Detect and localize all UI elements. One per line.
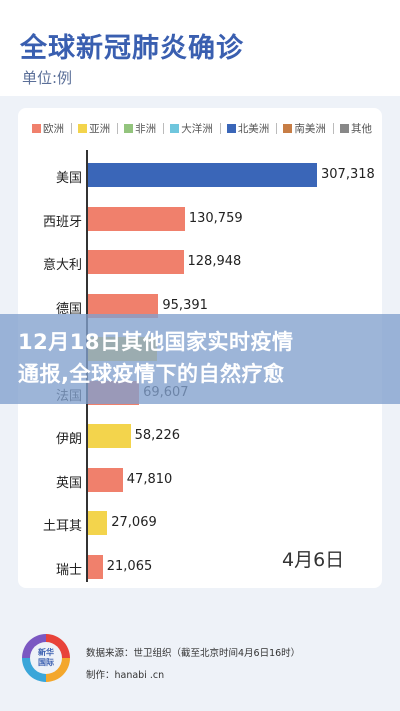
value-label: 130,759 — [188, 210, 243, 226]
value-label: 128,948 — [187, 254, 242, 269]
country-label: 美国 — [55, 171, 82, 186]
legend-item: 其他 — [339, 121, 372, 136]
value-label: 58,226 — [134, 428, 181, 443]
legend-label: 北美洲 — [237, 122, 270, 135]
bar — [87, 511, 108, 535]
bar — [87, 250, 184, 274]
logo-text-1: 新华 — [38, 648, 54, 657]
legend-swatch — [170, 123, 180, 133]
legend-item: 亚洲 — [78, 121, 110, 136]
bar — [87, 206, 185, 231]
legend-item: 北美洲 — [226, 121, 270, 136]
legend-label: 亚洲 — [89, 122, 111, 135]
date-annotation: 4月6日 — [282, 549, 345, 571]
value-label: 307,318 — [321, 167, 375, 182]
legend-swatch — [124, 123, 134, 133]
data-source: 数据来源：世卫组织（截至北京时间4月6日16时） — [86, 648, 301, 659]
legend-swatch — [283, 123, 293, 133]
legend-swatch — [339, 123, 349, 133]
bar — [87, 424, 131, 448]
country-label: 土耳其 — [42, 519, 82, 534]
header: 全球新冠肺炎确诊 单位:例 — [0, 0, 400, 96]
country-label: 瑞士 — [55, 562, 82, 578]
bar — [87, 467, 123, 492]
legend-item: 欧洲 — [32, 121, 64, 136]
bar — [87, 554, 103, 579]
bar — [87, 293, 159, 318]
legend-label: 南美洲 — [294, 122, 326, 135]
legend-swatch — [78, 123, 88, 133]
headline-line-1: 12月18日其他国家实时疫情 — [18, 330, 294, 354]
value-label: 21,065 — [106, 558, 153, 574]
country-label: 伊朗 — [55, 432, 82, 447]
legend-swatch — [32, 123, 41, 133]
xinhua-logo-icon: 新华 国际 — [22, 634, 70, 682]
logo-text: 新华 国际 — [30, 642, 62, 674]
headline-overlay — [0, 314, 400, 404]
legend-item: 非洲 — [124, 121, 156, 136]
unit-label: 单位:例 — [22, 69, 73, 87]
country-label: 英国 — [55, 475, 82, 491]
production-credit: 制作：hanabi .cn — [86, 670, 165, 681]
country-label: 意大利 — [42, 258, 82, 273]
chart-legend: 欧洲 亚洲 非洲 大洋洲 北美洲 南美洲 其他 — [32, 120, 372, 136]
legend-swatch — [226, 123, 236, 133]
value-label: 95,391 — [162, 297, 208, 313]
legend-label: 其他 — [350, 122, 372, 135]
legend-label: 非洲 — [135, 122, 157, 135]
logo-text-2: 国际 — [38, 658, 54, 667]
page-title: 全球新冠肺炎确诊 — [20, 33, 244, 64]
headline-line-2: 通报,全球疫情下的自然疗愈 — [18, 362, 285, 386]
legend-item: 大洋洲 — [170, 121, 213, 136]
value-label: 47,810 — [126, 471, 173, 487]
country-label: 德国 — [55, 301, 82, 317]
legend-label: 大洋洲 — [181, 122, 213, 135]
legend-label: 欧洲 — [43, 122, 64, 135]
value-label: 27,069 — [111, 515, 157, 530]
bar — [87, 163, 317, 187]
legend-item: 南美洲 — [283, 121, 326, 136]
country-label: 西班牙 — [42, 214, 82, 230]
